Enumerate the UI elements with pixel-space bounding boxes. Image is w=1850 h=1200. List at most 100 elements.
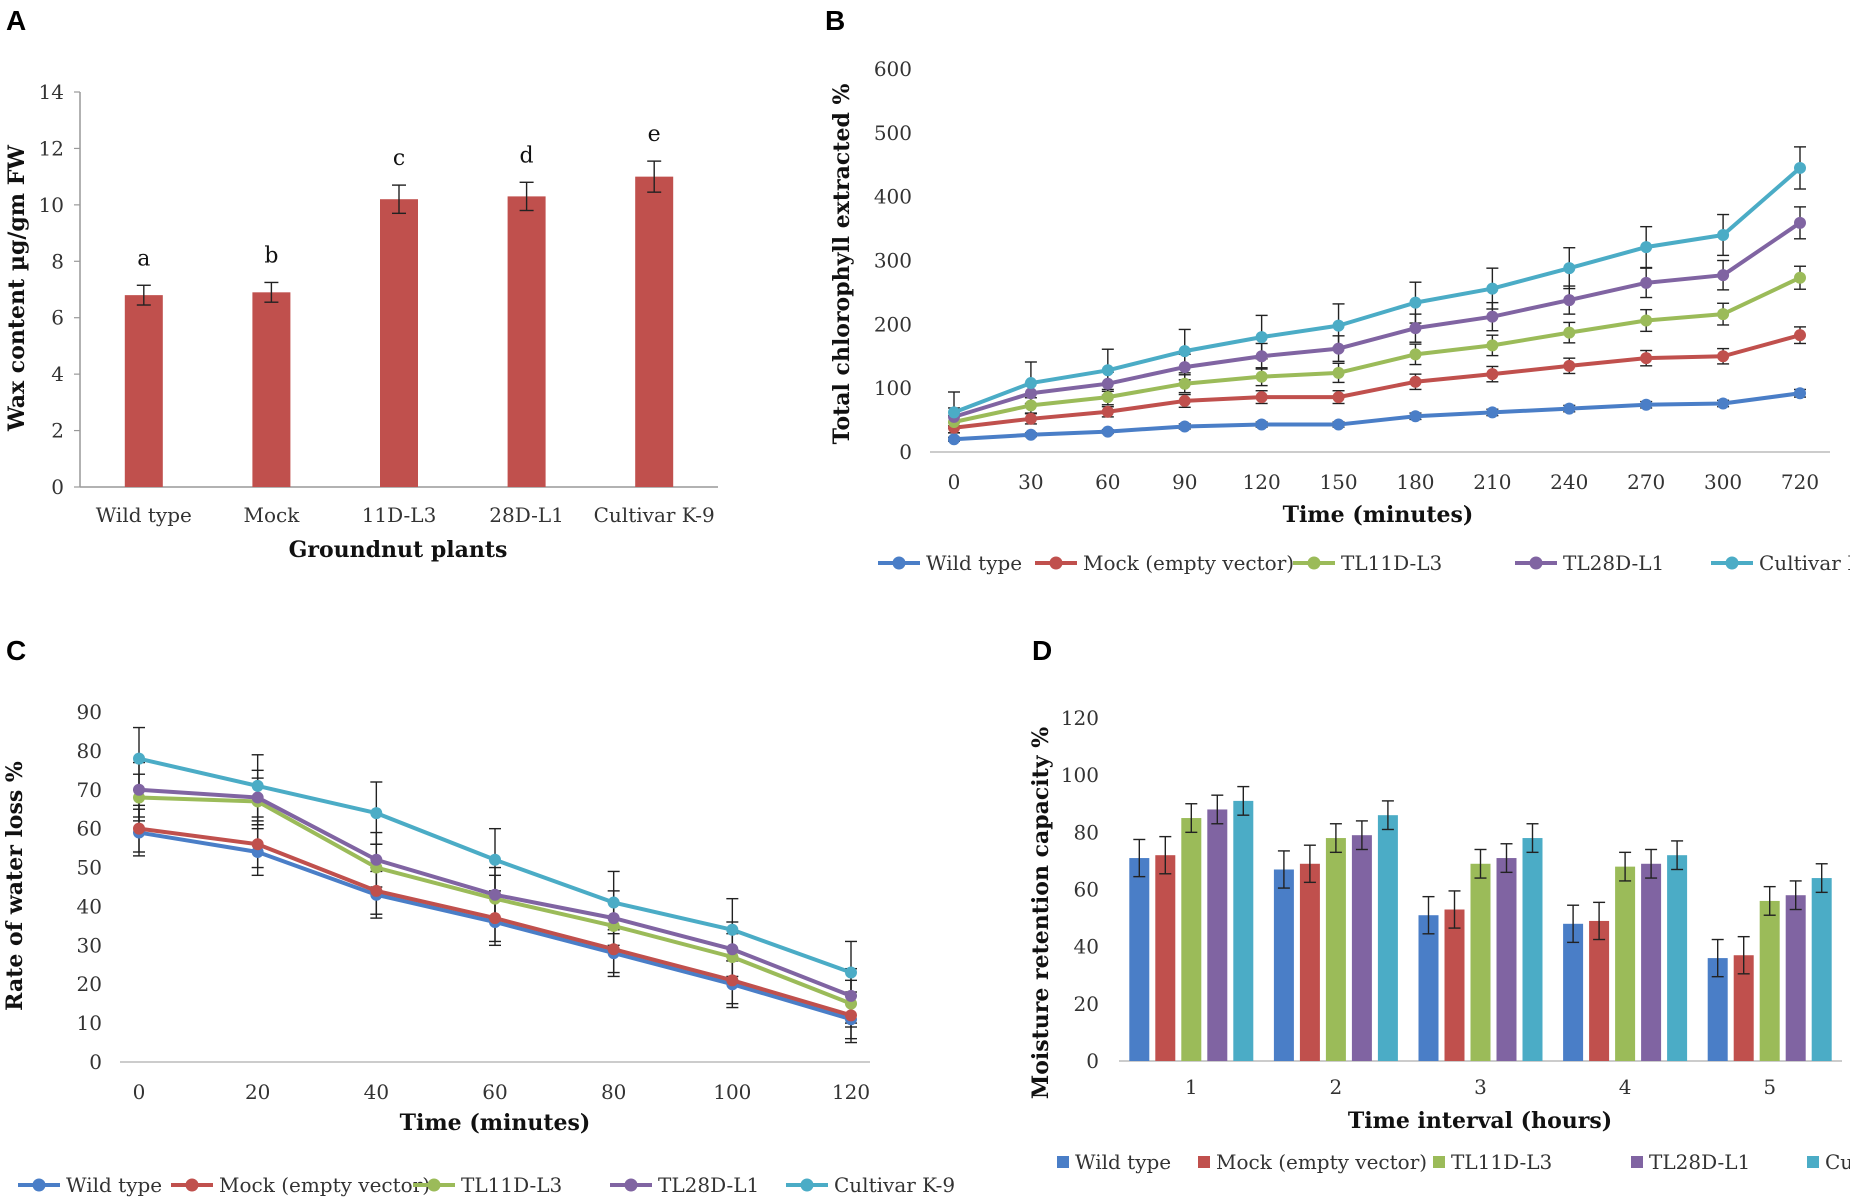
panel-d-error-bar bbox=[1185, 803, 1198, 834]
panel-d-x-tick-label: 1 bbox=[1185, 1075, 1198, 1099]
panel-c-y-tick-label: 20 bbox=[77, 972, 102, 996]
panel-b-legend-marker bbox=[1307, 556, 1321, 570]
panel-a-bar bbox=[507, 196, 546, 487]
panel-c-data-point bbox=[726, 974, 739, 987]
panel-c-legend: Wild type Mock (empty vector) TL11D-L3 TL28… bbox=[18, 1173, 955, 1197]
panel-b-y-tick-label: 500 bbox=[874, 121, 912, 145]
panel-c-data-point bbox=[845, 989, 857, 1002]
panel-b-x-tick-label: 720 bbox=[1781, 470, 1819, 494]
panel-c-data-point bbox=[251, 791, 264, 804]
panel-c-x-tick-label: 0 bbox=[133, 1080, 146, 1104]
panel-c-y-tick-label: 10 bbox=[77, 1011, 102, 1035]
panel-b-data-point bbox=[1332, 319, 1345, 332]
panel-b-legend-label: Mock (empty vector) bbox=[1083, 551, 1294, 575]
panel-c-x-tick-label: 80 bbox=[601, 1080, 626, 1104]
panel-b-data-point bbox=[1101, 405, 1114, 418]
panel-b-data-point bbox=[1486, 310, 1499, 323]
panel-d-bar bbox=[1589, 920, 1610, 1061]
panel-a-bar bbox=[124, 295, 163, 487]
panel-b-data-point bbox=[1563, 402, 1576, 415]
panel-a-x-tick-label: 28D-L1 bbox=[489, 503, 564, 527]
panel-d-bar bbox=[1733, 955, 1754, 1061]
panel-c-y-tick-label: 90 bbox=[77, 700, 102, 724]
panel-b-data-point bbox=[1332, 342, 1345, 355]
panel-d-error-bar bbox=[1355, 820, 1368, 851]
panel-b-legend: Wild type Mock (empty vector) TL11D-L3 TL28… bbox=[878, 551, 1850, 575]
panel-b-data-point bbox=[1101, 364, 1114, 377]
panel-c-y-tick-label: 60 bbox=[77, 817, 102, 841]
panel-c-data-point bbox=[726, 943, 739, 956]
panel-b-data-point bbox=[1640, 352, 1653, 365]
panel-b-data-point bbox=[1794, 387, 1806, 400]
panel-d-legend-label: Mock (empty vector) bbox=[1216, 1150, 1427, 1174]
panel-d-error-bar bbox=[1133, 838, 1146, 878]
panel-a-error-bar bbox=[136, 284, 151, 306]
panel-d-x-axis-title: Time interval (hours) bbox=[1348, 1108, 1612, 1134]
panel-b-y-tick-label: 0 bbox=[899, 440, 912, 464]
panel-c-y-tick-label: 70 bbox=[77, 778, 102, 802]
panel-b-data-point bbox=[1486, 339, 1499, 352]
panel-d-error-bar bbox=[1500, 843, 1513, 874]
panel-c-y-axis-title: Rate of water loss % bbox=[2, 761, 28, 1011]
panel-b-data-point bbox=[1332, 366, 1345, 379]
panel-d-error-bar bbox=[1474, 848, 1487, 879]
panel-c-legend-label: Wild type bbox=[66, 1173, 162, 1197]
panel-c-data-point bbox=[489, 888, 501, 901]
panel-d-bar bbox=[1496, 858, 1517, 1061]
panel-a-x-tick-label: Wild type bbox=[96, 503, 192, 527]
panel-d-legend-label: Wild type bbox=[1075, 1150, 1171, 1174]
panel-a-y-tick-label: 8 bbox=[51, 249, 64, 273]
panel-d-error-bar bbox=[1329, 823, 1342, 854]
panel-c-x-tick-label: 120 bbox=[832, 1080, 870, 1104]
panel-a-y-tick-label: 14 bbox=[39, 80, 64, 104]
panel-c-y-tick-label: 30 bbox=[77, 933, 102, 957]
panel-d-bar bbox=[1351, 835, 1372, 1061]
panel-a-y-tick-label: 0 bbox=[51, 475, 64, 499]
panel-b-x-tick-label: 0 bbox=[948, 470, 961, 494]
panel-c-data-point bbox=[845, 966, 857, 979]
panel-d-error-bar bbox=[1763, 885, 1776, 916]
panel-a-error-bar bbox=[264, 281, 279, 303]
panel-d-bar bbox=[1811, 878, 1832, 1061]
panel-d-error-bar bbox=[1526, 823, 1539, 854]
panel-b-data-point bbox=[1563, 262, 1576, 275]
panel-b-y-tick-label: 400 bbox=[874, 185, 912, 209]
panel-b-data-point bbox=[1178, 361, 1191, 374]
panel-b-data-point bbox=[1563, 359, 1576, 372]
panel-c-data-point bbox=[489, 912, 501, 925]
panel-b-data-point bbox=[1409, 296, 1422, 309]
panel-a-significance-letter: c bbox=[393, 146, 405, 171]
panel-c-legend-label: Mock (empty vector) bbox=[219, 1173, 430, 1197]
panel-b-data-point bbox=[1486, 368, 1499, 381]
panel-b-x-tick-label: 300 bbox=[1704, 470, 1742, 494]
panel-d-legend-label: TL11D-L3 bbox=[1451, 1150, 1552, 1174]
panel-b-series-line bbox=[953, 391, 1801, 442]
panel-d-y-axis-title: Moisture retention capacity % bbox=[1028, 727, 1054, 1099]
panel-c-legend-marker bbox=[624, 1178, 638, 1192]
panel-d-x-tick-label: 3 bbox=[1474, 1075, 1487, 1099]
panel-c-x-ticks: 0 20 40 60 80 100 120 bbox=[133, 1080, 870, 1104]
panel-d-error-bar bbox=[1211, 794, 1224, 825]
panel-b-series-line bbox=[953, 221, 1802, 419]
panel-a-significance-letter: b bbox=[264, 243, 278, 268]
panel-b-x-tick-label: 60 bbox=[1095, 470, 1120, 494]
panel-d: D 0 20 40 60 80 100 120 1 2 3 4 5 Time interval (h… bbox=[1028, 635, 1850, 1174]
panel-b-data-point bbox=[1409, 322, 1422, 335]
panel-b-data-point bbox=[1409, 410, 1422, 423]
panel-c-data-point bbox=[370, 853, 383, 866]
panel-b-data-point bbox=[1717, 228, 1730, 241]
panel-d-bar bbox=[1233, 800, 1254, 1061]
panel-c-data-point bbox=[133, 783, 145, 796]
panel-b-data-point bbox=[1101, 377, 1114, 390]
panel-d-x-ticks: 1 2 3 4 5 bbox=[1185, 1075, 1776, 1099]
panel-d-error-bar bbox=[1711, 938, 1724, 978]
panel-d-error-bar bbox=[1237, 785, 1250, 816]
panel-b-x-axis-title: Time (minutes) bbox=[1283, 502, 1474, 528]
panel-d-bar bbox=[1707, 958, 1728, 1061]
panel-d-x-tick-label: 2 bbox=[1330, 1075, 1343, 1099]
panel-d-bar bbox=[1181, 818, 1202, 1061]
panel-d-legend-swatch bbox=[1807, 1156, 1819, 1168]
panel-c-label: C bbox=[6, 635, 26, 666]
panel-b-data-point bbox=[1024, 377, 1037, 390]
panel-c-data-point bbox=[370, 884, 383, 897]
